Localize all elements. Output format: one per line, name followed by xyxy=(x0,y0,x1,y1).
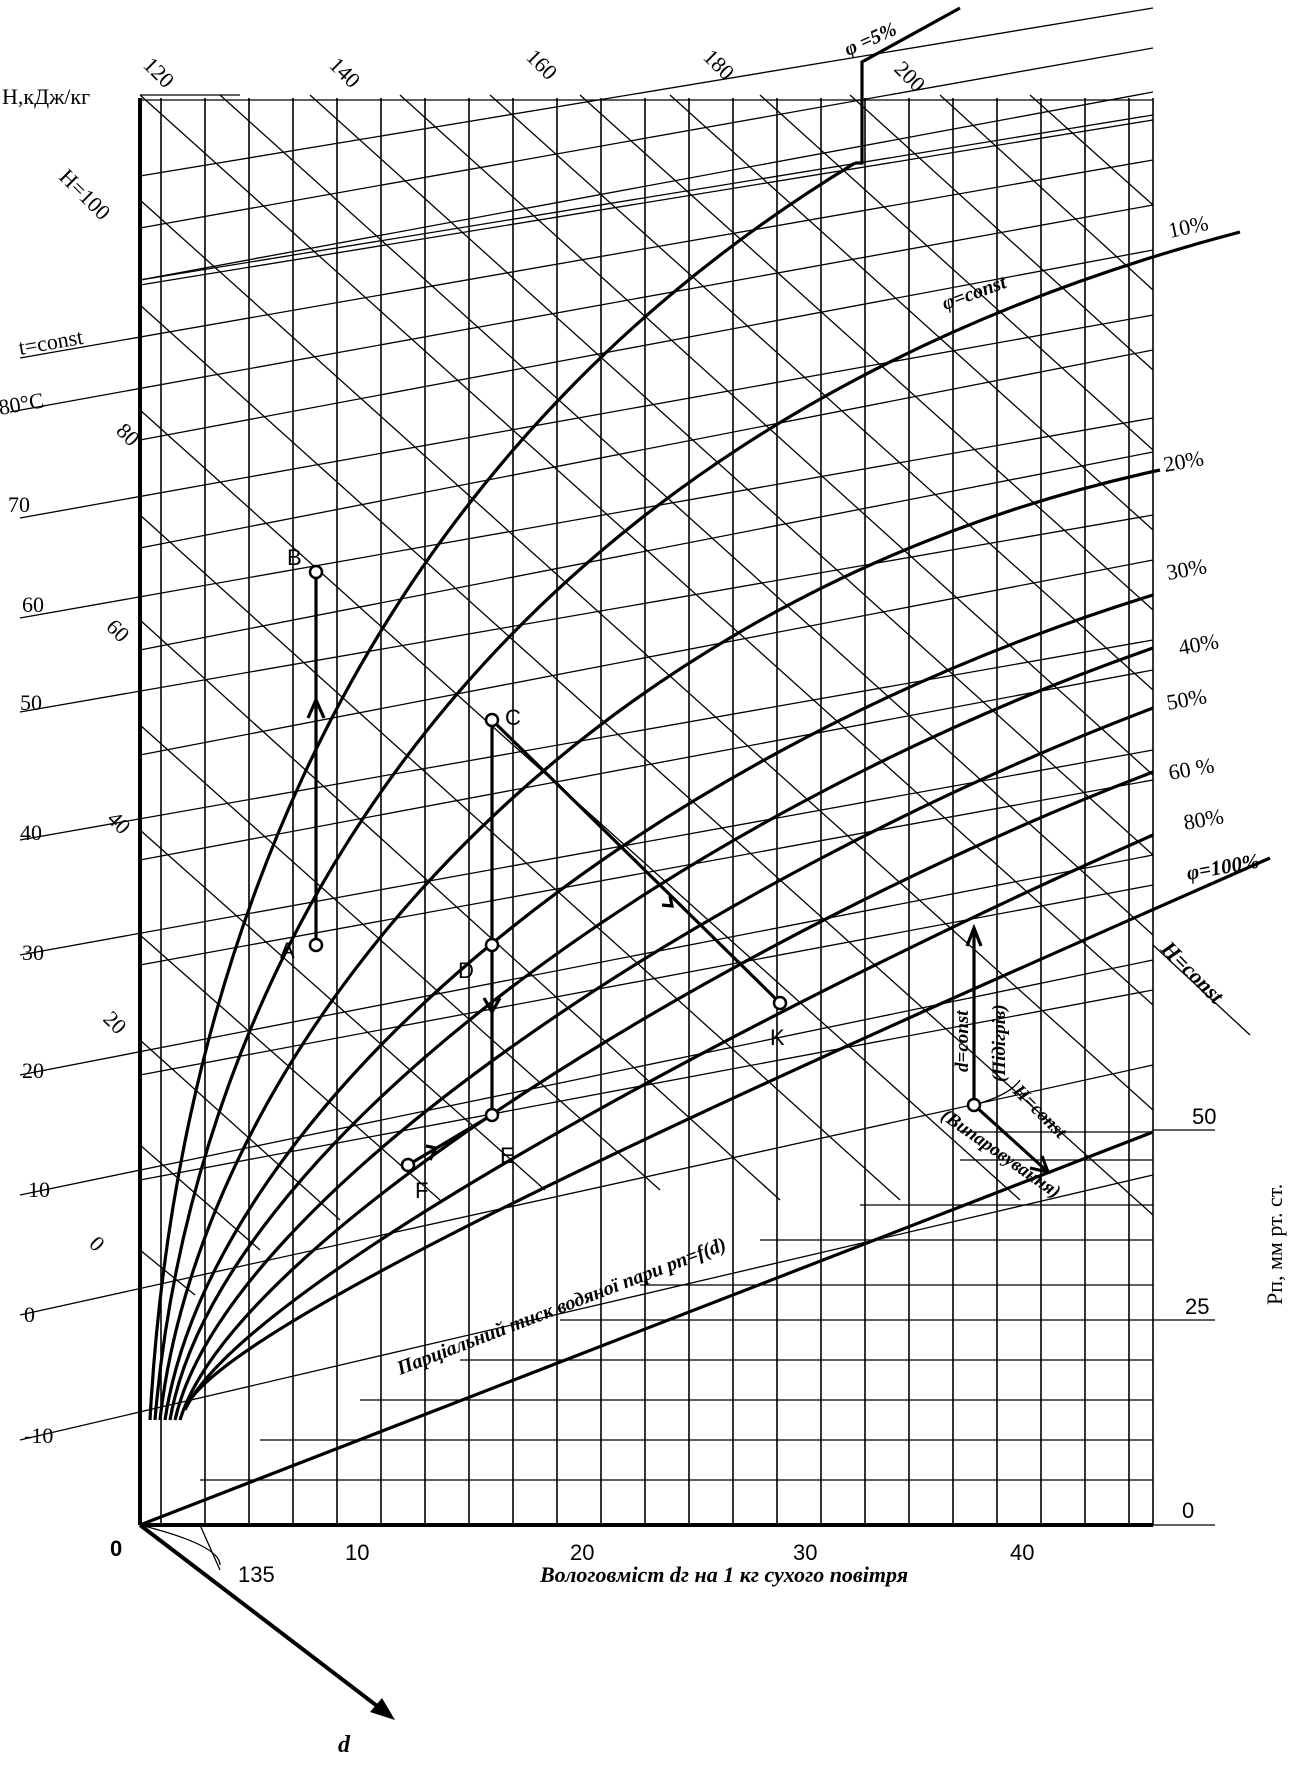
phi-const-label: φ=const xyxy=(939,271,1010,315)
point-e-marker xyxy=(484,1107,500,1123)
point-b-label: B xyxy=(287,545,302,570)
phi-5-leader xyxy=(855,6,961,165)
phi-30-label: 30% xyxy=(1165,553,1209,585)
x-tick-10: 10 xyxy=(345,1540,369,1565)
t-const-label: t=const xyxy=(17,324,85,360)
phi-60-curve xyxy=(178,770,1154,1421)
phi-40-curve xyxy=(168,646,1154,1421)
side-tick-20: 20 xyxy=(98,1006,131,1039)
pv-axis-label: Pп, мм рт. ст. xyxy=(1262,1184,1287,1305)
top-tick-120: 120 xyxy=(138,52,179,93)
h-tick-20: 20 xyxy=(22,1058,44,1083)
phi-10-label: 10% xyxy=(1166,210,1211,243)
pv-curve-label: Парціальний тиск водяної пари pп=f(d) xyxy=(393,1233,729,1380)
x-tick-20: 20 xyxy=(570,1540,594,1565)
x-tick-40: 40 xyxy=(1010,1540,1034,1565)
phi-80-label: 80% xyxy=(1182,803,1226,835)
legend-arrows xyxy=(965,923,1051,1175)
x-axis-label: Вологовміст dг на 1 кг сухого повітря xyxy=(539,1562,908,1587)
phi-40-label: 40% xyxy=(1177,628,1221,660)
top-tick-140: 140 xyxy=(324,52,365,93)
h-tick-minus10: -10 xyxy=(24,1423,53,1448)
top-tick-180: 180 xyxy=(698,44,739,85)
side-tick-0: 0 xyxy=(84,1231,109,1256)
h-tick-10: 10 xyxy=(28,1177,50,1202)
h-tick-60: 60 xyxy=(22,592,44,617)
phi-50-curve xyxy=(173,706,1154,1421)
phi-30-curve xyxy=(163,593,1154,1421)
top-tick-160: 160 xyxy=(521,44,562,85)
angle-label-135: 135 xyxy=(238,1562,275,1587)
h-tick-70: 70 xyxy=(8,492,30,517)
point-f-label: F xyxy=(415,1178,428,1203)
h-tick-100: Н=100 xyxy=(54,164,115,225)
point-k-label: K xyxy=(770,1025,785,1050)
point-a-marker xyxy=(308,937,324,953)
top-tick-200: 200 xyxy=(889,56,930,97)
h-tick-0: 0 xyxy=(24,1302,35,1327)
legend-heating-label: (Підігрів) xyxy=(989,1004,1010,1082)
pv-tick-25: 25 xyxy=(1185,1294,1209,1319)
point-a-label: A xyxy=(280,938,295,963)
point-f-marker xyxy=(400,1157,416,1173)
enthalpy-lines xyxy=(139,94,1251,1296)
state-points xyxy=(308,564,982,1173)
x-tick-30: 30 xyxy=(793,1540,817,1565)
oblique-axis-label: d xyxy=(338,1732,351,1758)
point-e-label: E xyxy=(500,1143,515,1168)
x-tick-0: 0 xyxy=(110,1536,122,1561)
process-lines xyxy=(306,572,782,1167)
point-k-marker xyxy=(772,995,788,1011)
y-axis-label: H,кДж/кг xyxy=(2,84,90,109)
h-tick-50: 50 xyxy=(20,690,42,715)
pv-tick-0: 0 xyxy=(1182,1498,1194,1523)
humidity-curves xyxy=(148,6,1271,1421)
vapour-pressure xyxy=(139,1129,1215,1527)
point-c-marker xyxy=(484,712,500,728)
point-c-label: C xyxy=(505,705,521,730)
phi-5-curve xyxy=(148,161,856,1421)
point-d-marker xyxy=(484,937,500,953)
point-b-marker xyxy=(308,564,324,580)
phi-80-curve xyxy=(183,833,1154,1411)
upper-horizontal-lines xyxy=(139,99,1154,286)
axes xyxy=(138,98,1153,1720)
legend-d-const-label: d=const xyxy=(952,1010,973,1072)
legend-origin-marker xyxy=(966,1097,982,1113)
phi-20-label: 20% xyxy=(1162,445,1206,477)
h-tick-40: 40 xyxy=(20,820,42,845)
phi-100-curve xyxy=(188,856,1271,1401)
t-unit-label: 80°C xyxy=(0,387,46,420)
point-labels: B A C D E F K xyxy=(280,545,785,1203)
point-d-label: D xyxy=(458,958,474,983)
phi-10-curve xyxy=(153,230,1241,1421)
h-tick-30: 30 xyxy=(22,940,44,965)
side-tick-40: 40 xyxy=(102,806,135,839)
pv-tick-50: 50 xyxy=(1192,1104,1216,1129)
phi-50-label: 50% xyxy=(1165,683,1209,715)
h-const-label: Н=const xyxy=(1156,935,1230,1009)
temperature-lines xyxy=(9,7,1154,1441)
phi-20-curve xyxy=(158,468,1161,1421)
labels: H,кДж/кг 120 140 160 180 200 φ =5% 10% φ… xyxy=(0,18,1287,1758)
d-grid-lines xyxy=(160,98,1154,1525)
side-tick-60: 60 xyxy=(101,614,134,647)
phi-60-label: 60 % xyxy=(1167,752,1216,785)
